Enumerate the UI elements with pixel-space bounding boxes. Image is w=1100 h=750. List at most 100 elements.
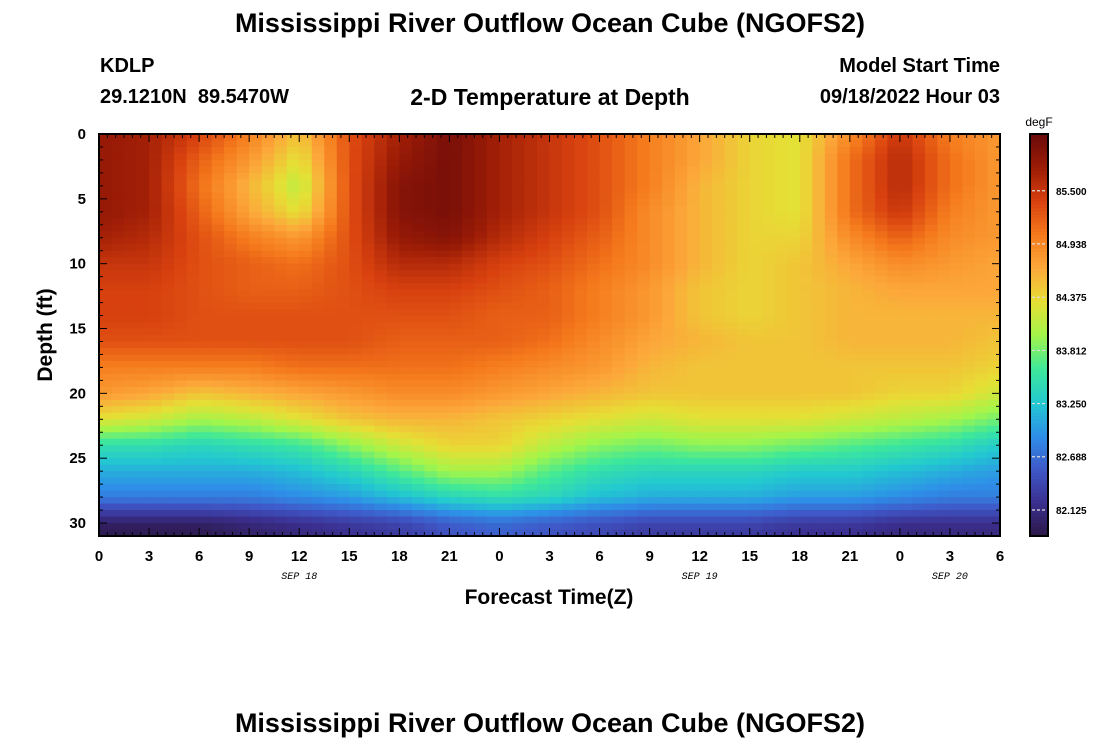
heatmap-cell [174,218,188,226]
heatmap-cell [499,399,513,407]
heatmap-cell [499,134,513,142]
heatmap-cell [562,211,576,219]
heatmap-cell [824,419,838,427]
heatmap-cell [887,445,901,453]
heatmap-cell [974,172,989,180]
heatmap-cell [687,283,701,291]
heatmap-cell [799,328,813,336]
heatmap-cell [624,250,638,258]
heatmap-cell [449,179,463,187]
heatmap-cell [424,211,438,219]
heatmap-cell [386,432,400,440]
heatmap-cell [787,347,801,356]
heatmap-cell [274,412,288,420]
heatmap-cell [399,263,413,271]
heatmap-cell [461,309,476,317]
heatmap-cell [236,166,250,174]
heatmap-cell [449,250,463,258]
heatmap-cell [624,438,638,446]
heatmap-cell [962,516,976,524]
heatmap-cell [824,386,838,394]
heatmap-cell [386,477,400,485]
heatmap-cell [974,484,989,492]
heatmap-cell [286,477,300,485]
heatmap-cell [662,276,676,284]
y-tick-label: 10 [69,256,86,273]
heatmap-cell [587,172,601,180]
heatmap-cell [236,218,250,226]
y-tick-label: 25 [69,450,86,467]
heatmap-cell [424,231,438,239]
heatmap-cell [99,497,113,505]
heatmap-cell [111,360,125,369]
heatmap-cell [887,360,901,369]
heatmap-cell [674,153,688,161]
heatmap-cell [224,354,238,362]
heatmap-cell [249,419,263,427]
heatmap-cell [174,380,188,388]
heatmap-cell [311,373,325,381]
heatmap-cell [937,159,951,168]
heatmap-cell [687,159,701,168]
heatmap-cell [787,373,801,381]
heatmap-cell [862,205,876,213]
heatmap-cell [799,335,813,343]
heatmap-cell [424,425,438,433]
colorbar-segment [1030,388,1048,393]
heatmap-cell [887,477,901,485]
heatmap-cell [174,477,188,485]
heatmap-cell [211,296,225,304]
heatmap-cell [211,503,225,511]
heatmap-cell [874,445,888,453]
heatmap-cell [624,315,638,323]
heatmap-cell [899,484,913,492]
heatmap-cell [436,140,450,148]
heatmap-cell [186,328,200,336]
heatmap-cell [799,237,813,245]
heatmap-cell [749,257,763,265]
colorbar-segment [1030,492,1048,497]
heatmap-cell [924,471,939,479]
heatmap-cell [161,328,175,336]
heatmap-cell [411,464,425,472]
heatmap-cell [124,231,138,239]
heatmap-cell [236,146,250,155]
heatmap-cell [762,289,776,297]
heatmap-cell [511,471,526,479]
heatmap-cell [737,263,751,271]
heatmap-cell [599,211,613,219]
heatmap-cell [737,529,751,536]
heatmap-cell [624,477,638,485]
heatmap-cell [299,529,313,536]
heatmap-cell [274,464,288,472]
heatmap-cell [374,179,388,187]
heatmap-cell [949,373,964,381]
heatmap-cell [762,399,776,407]
heatmap-cell [311,237,325,245]
heatmap-cell [411,438,425,446]
heatmap-cell [249,406,263,414]
heatmap-cell [261,283,275,291]
heatmap-cell [587,529,601,536]
heatmap-cell [587,406,601,414]
heatmap-cell [687,237,701,245]
heatmap-cell [924,146,939,155]
heatmap-cell [849,360,863,369]
heatmap-cell [949,237,964,245]
heatmap-cell [662,399,676,407]
heatmap-cell [587,367,601,375]
heatmap-cell [599,347,613,356]
heatmap-cell [511,276,526,284]
heatmap-cell [749,380,763,388]
heatmap-cell [199,218,213,226]
heatmap-cell [849,244,863,252]
heatmap-cell [549,211,563,219]
heatmap-cell [837,257,851,265]
heatmap-cell [199,393,213,401]
heatmap-cell [349,477,363,485]
heatmap-cell [699,354,713,362]
heatmap-cell [749,198,763,206]
heatmap-cell [987,140,1000,148]
heatmap-cell [499,205,513,213]
heatmap-cell [949,146,964,155]
